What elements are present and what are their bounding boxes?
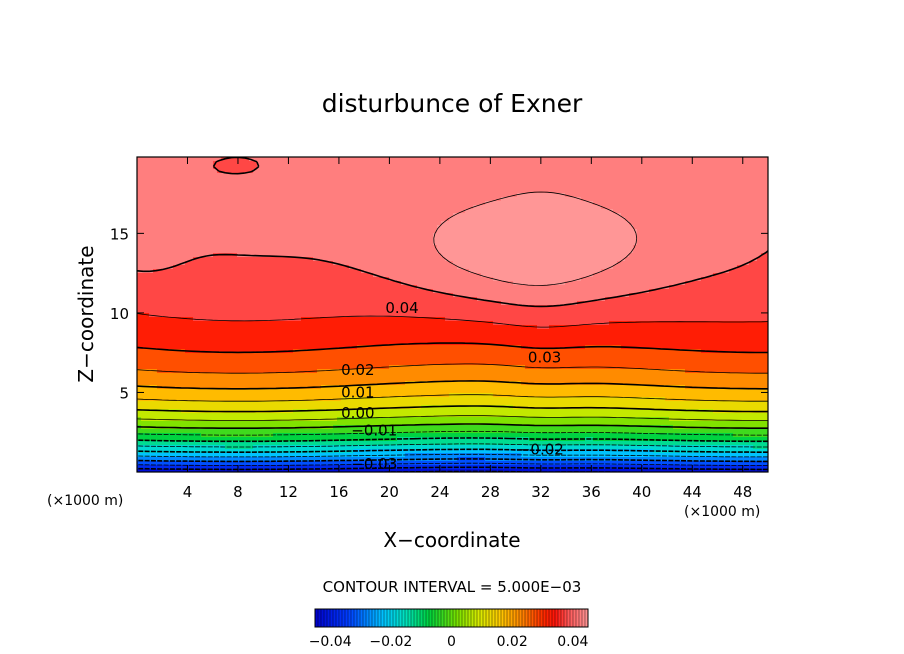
contour-label: −0.01 xyxy=(351,422,397,440)
contour-label: 0.02 xyxy=(341,361,374,379)
contour-line xyxy=(137,394,768,402)
contour-label: 0.03 xyxy=(528,348,561,366)
x-tick-label: 12 xyxy=(279,483,298,501)
contour-line xyxy=(137,342,768,354)
contour-line xyxy=(433,191,638,286)
contour-fill xyxy=(137,157,768,472)
plot-area xyxy=(137,157,768,472)
contour-line xyxy=(137,415,768,421)
x-unit-right: (×1000 m) xyxy=(684,504,760,520)
colorbar-tick-label: −0.02 xyxy=(369,634,412,650)
x-axis-label: X−coordinate xyxy=(383,528,520,552)
x-tick-label: 36 xyxy=(582,483,601,501)
colorbar-tick-label: −0.04 xyxy=(309,634,352,650)
contour-line xyxy=(137,430,768,436)
x-tick-label: 16 xyxy=(329,483,348,501)
x-tick-label: 28 xyxy=(481,483,500,501)
contour-interval-text: CONTOUR INTERVAL = 5.000E−03 xyxy=(323,578,582,596)
contour-line xyxy=(137,157,768,308)
contour-line xyxy=(137,405,768,413)
contour-label: 0.00 xyxy=(341,404,374,422)
contour-line xyxy=(137,363,768,374)
contour-line xyxy=(137,466,768,471)
contour-line xyxy=(137,462,768,466)
contour-line xyxy=(137,448,768,453)
y-axis-label: Z−coordinate xyxy=(74,245,98,382)
x-tick-label: 24 xyxy=(430,483,449,501)
contour-label: 0.01 xyxy=(341,383,374,401)
contour-line xyxy=(137,443,768,448)
x-unit-left: (×1000 m) xyxy=(47,493,123,509)
contour-line xyxy=(137,453,768,458)
contour-line xyxy=(137,423,768,429)
contour-line xyxy=(137,437,768,443)
x-tick-label: 40 xyxy=(632,483,651,501)
colorbar-tick-label: 0 xyxy=(447,634,456,650)
contour-labels: 0.04 0.03 0.02 0.01 0.00−0.01 −0.02 −0.03 xyxy=(341,299,564,473)
y-axis-ticks: 5 10 15 xyxy=(110,225,768,402)
y-tick-label: 15 xyxy=(110,225,129,243)
contour-line xyxy=(137,458,768,463)
contour-line xyxy=(137,380,768,390)
y-tick-label: 5 xyxy=(119,384,129,402)
contour-label: 0.04 xyxy=(385,299,418,317)
contour-line xyxy=(137,313,768,328)
y-tick-label: 10 xyxy=(110,305,129,323)
x-tick-label: 44 xyxy=(683,483,702,501)
contour-label: −0.02 xyxy=(518,441,564,459)
x-tick-label: 48 xyxy=(733,483,752,501)
colorbar: −0.04 −0.02 0 0.02 0.04 xyxy=(309,608,589,650)
colorbar-tick-label: 0.02 xyxy=(497,634,528,650)
plot-frame xyxy=(136,156,769,473)
x-tick-label: 32 xyxy=(531,483,550,501)
x-tick-label: 20 xyxy=(380,483,399,501)
colorbar-ticks: −0.04 −0.02 0 0.02 0.04 xyxy=(309,634,589,650)
x-tick-label: 8 xyxy=(233,483,243,501)
chart-title: disturbunce of Exner xyxy=(322,89,583,118)
colorbar-tick-label: 0.04 xyxy=(557,634,588,650)
contour-lines xyxy=(137,157,768,472)
x-tick-label: 4 xyxy=(183,483,193,501)
contour-label: −0.03 xyxy=(351,455,397,473)
x-axis-ticks: 4 8 12 16 20 24 28 32 36 40 44 48 xyxy=(183,157,752,501)
